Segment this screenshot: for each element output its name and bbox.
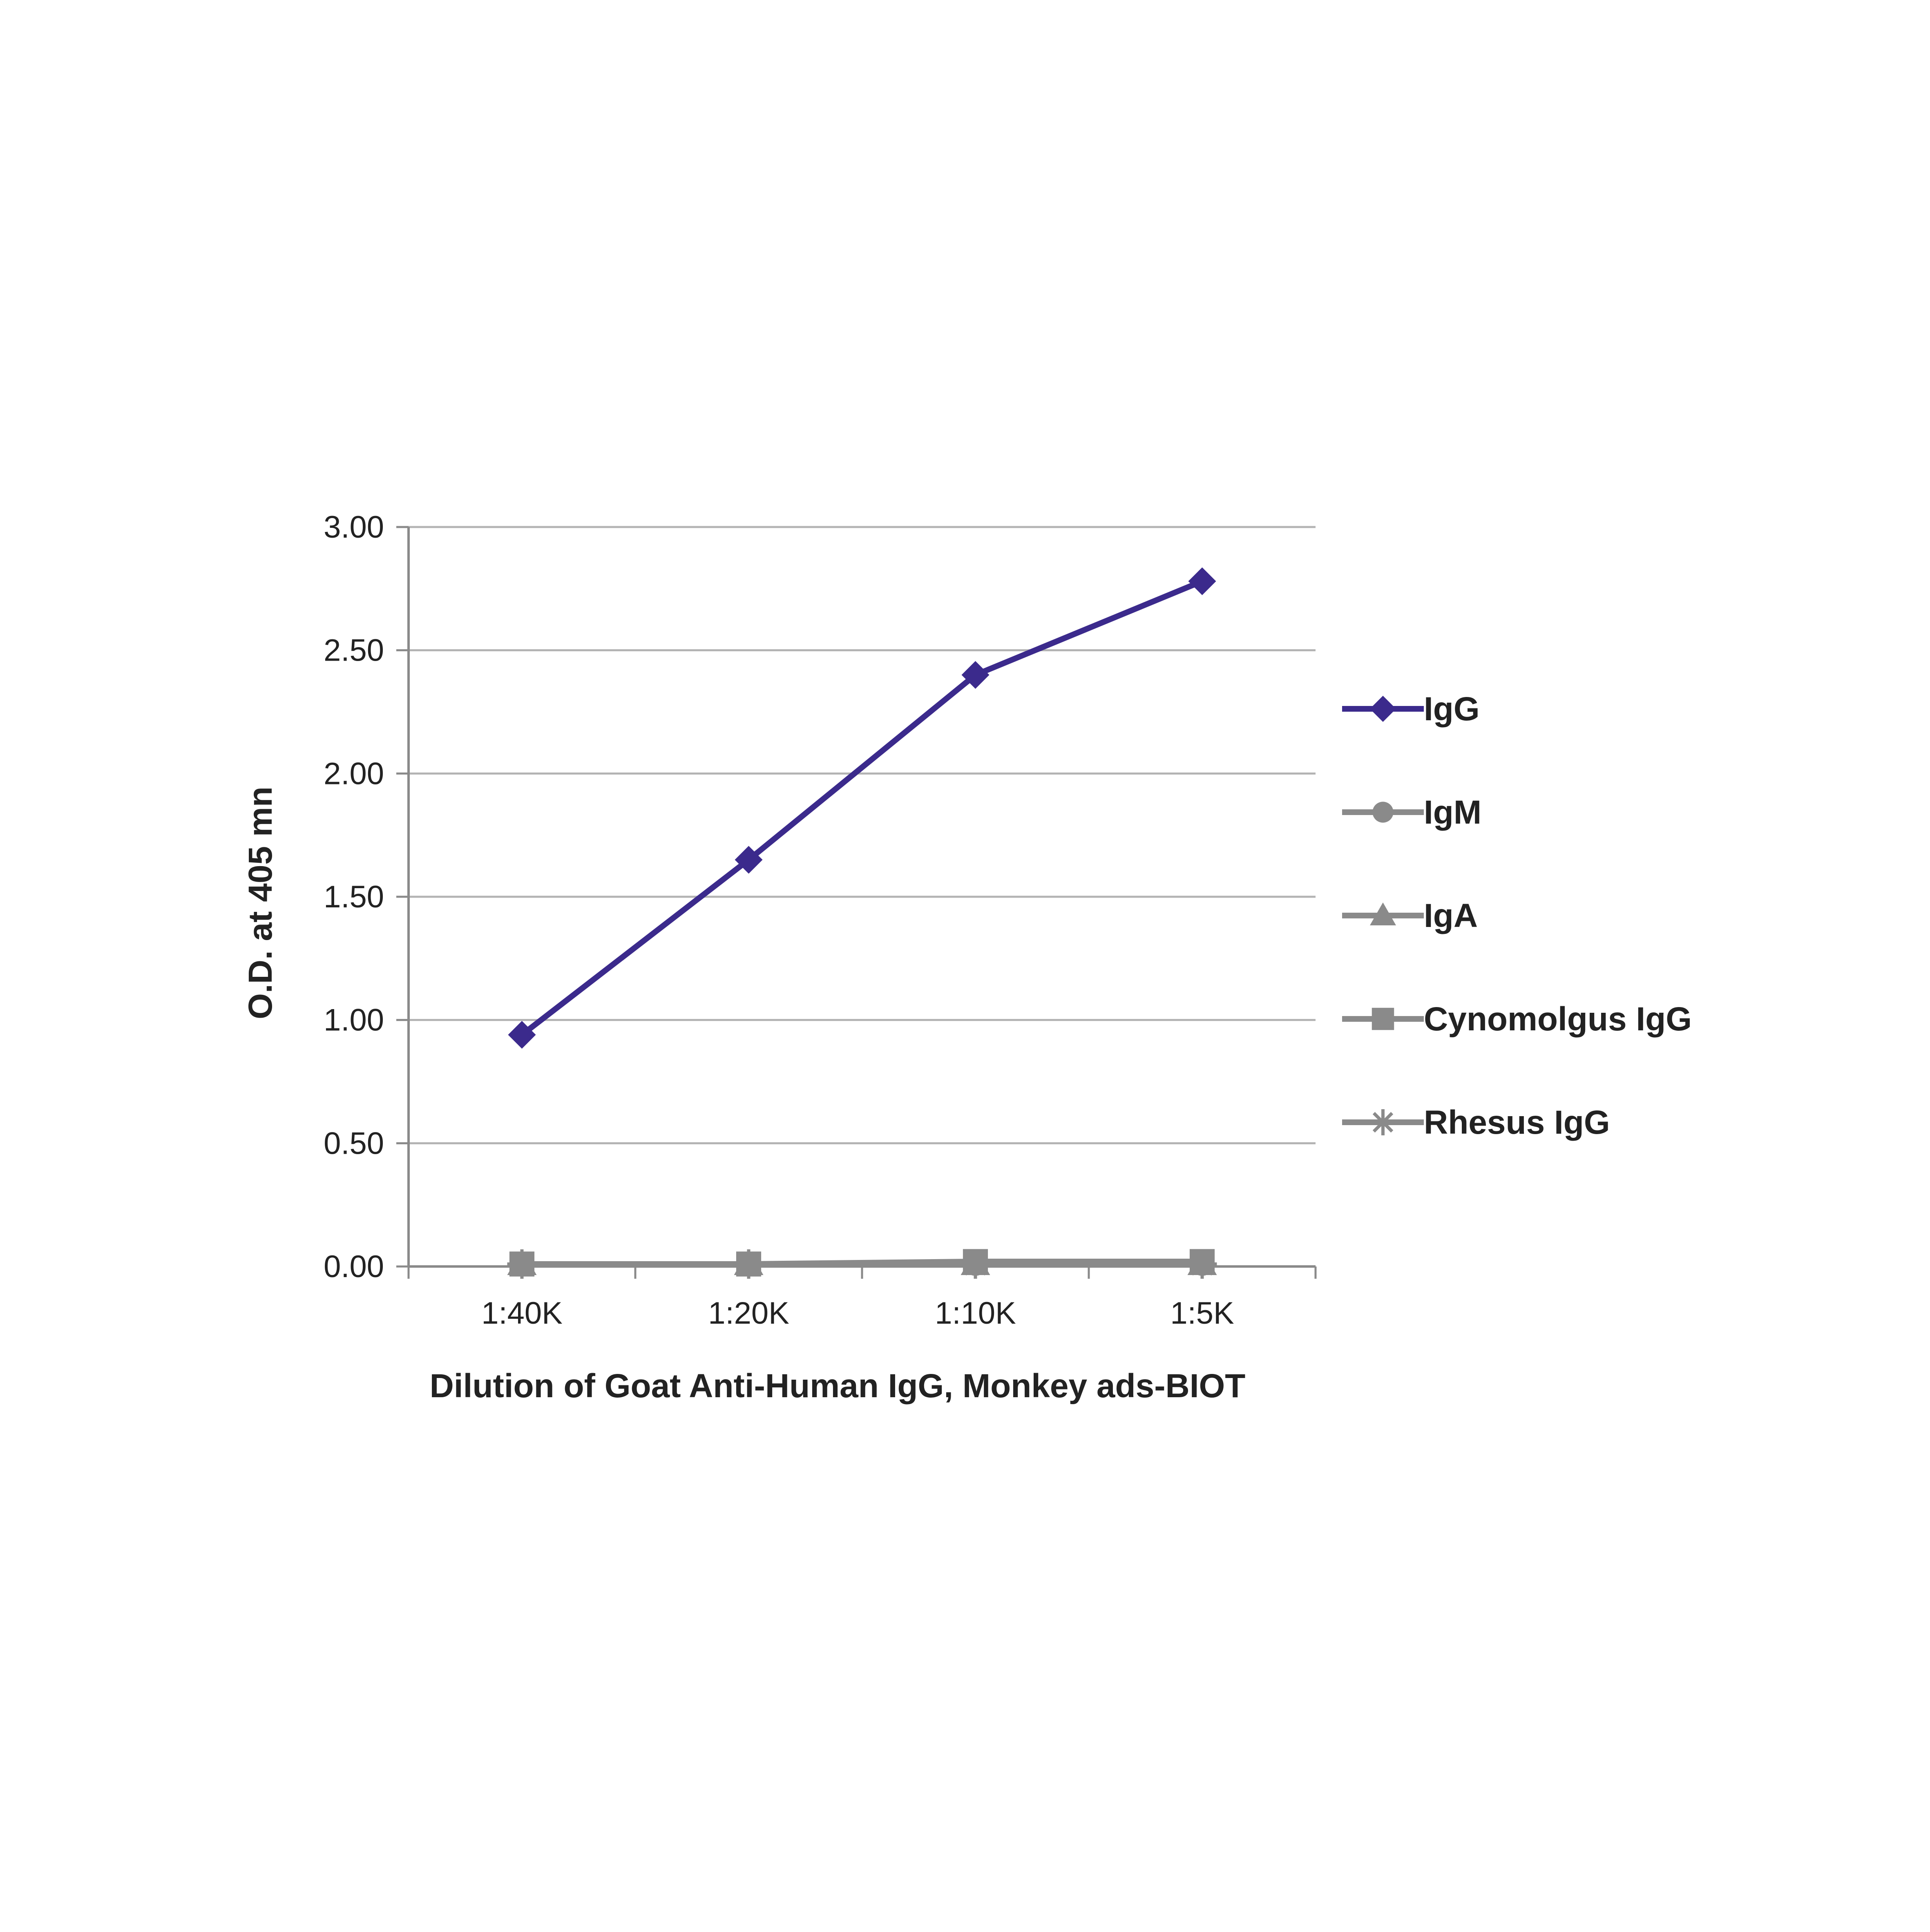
legend-label: Rhesus IgG xyxy=(1424,1104,1610,1141)
y-tick-label: 0.00 xyxy=(324,1249,384,1284)
data-point-igm xyxy=(737,1252,761,1276)
data-point-igm xyxy=(963,1252,987,1276)
axis-layer: 0.00 0.50 1.00 1.50 2.00 2.50 3.00 1:40K 1:20K 1:… xyxy=(324,510,1317,1331)
data-point-igg xyxy=(508,1021,536,1049)
y-tick-label: 3.00 xyxy=(324,510,384,545)
legend-label: IgG xyxy=(1424,690,1480,728)
x-tick-label: 1:40K xyxy=(481,1296,563,1331)
series-layer xyxy=(507,567,1217,1279)
y-tick-label: 1.00 xyxy=(324,1003,384,1038)
legend-item-iga: IgA xyxy=(1342,897,1478,934)
grid-layer xyxy=(409,526,1316,1144)
data-point-igg xyxy=(1188,567,1216,595)
legend-item-cynomolgus-igg: Cynomolgus IgG xyxy=(1342,1001,1692,1038)
legend-marker-diamond xyxy=(1370,696,1396,722)
legend-marker-star xyxy=(1370,1109,1396,1135)
x-axis-title: Dilution of Goat Anti-Human IgG, Monkey … xyxy=(430,1367,1246,1405)
data-point-igg xyxy=(961,661,990,689)
legend-item-rhesus-igg: Rhesus IgG xyxy=(1342,1104,1610,1141)
legend-item-igm: IgM xyxy=(1342,794,1481,831)
x-tick-label: 1:20K xyxy=(708,1296,789,1331)
legend-marker-circle xyxy=(1372,802,1394,823)
series-igg xyxy=(508,567,1216,1049)
data-point-igm xyxy=(1190,1252,1214,1276)
series-line-igg xyxy=(520,578,1204,1037)
legend-item-igg: IgG xyxy=(1342,690,1480,728)
y-axis-title: O.D. at 405 mn xyxy=(242,786,279,1019)
y-tick-label: 2.50 xyxy=(324,633,384,668)
y-tick-label: 1.50 xyxy=(324,880,384,914)
x-tick-label: 1:10K xyxy=(935,1296,1016,1331)
legend-label: Cynomolgus IgG xyxy=(1424,1001,1692,1038)
y-tick-label: 2.00 xyxy=(324,756,384,791)
data-point-igg xyxy=(735,846,763,874)
legend: IgG IgM IgA Cynomolgus IgG Rhesus IgG xyxy=(1342,690,1692,1141)
series-igm xyxy=(510,1252,1214,1276)
legend-label: IgM xyxy=(1424,794,1481,831)
legend-marker-triangle xyxy=(1370,902,1396,925)
y-tick-label: 0.50 xyxy=(324,1126,384,1161)
x-tick-label: 1:5K xyxy=(1170,1296,1234,1331)
legend-label: IgA xyxy=(1424,897,1478,934)
star-stroke xyxy=(1372,1112,1394,1133)
data-point-igm xyxy=(510,1252,534,1276)
legend-marker-square xyxy=(1372,1007,1394,1030)
